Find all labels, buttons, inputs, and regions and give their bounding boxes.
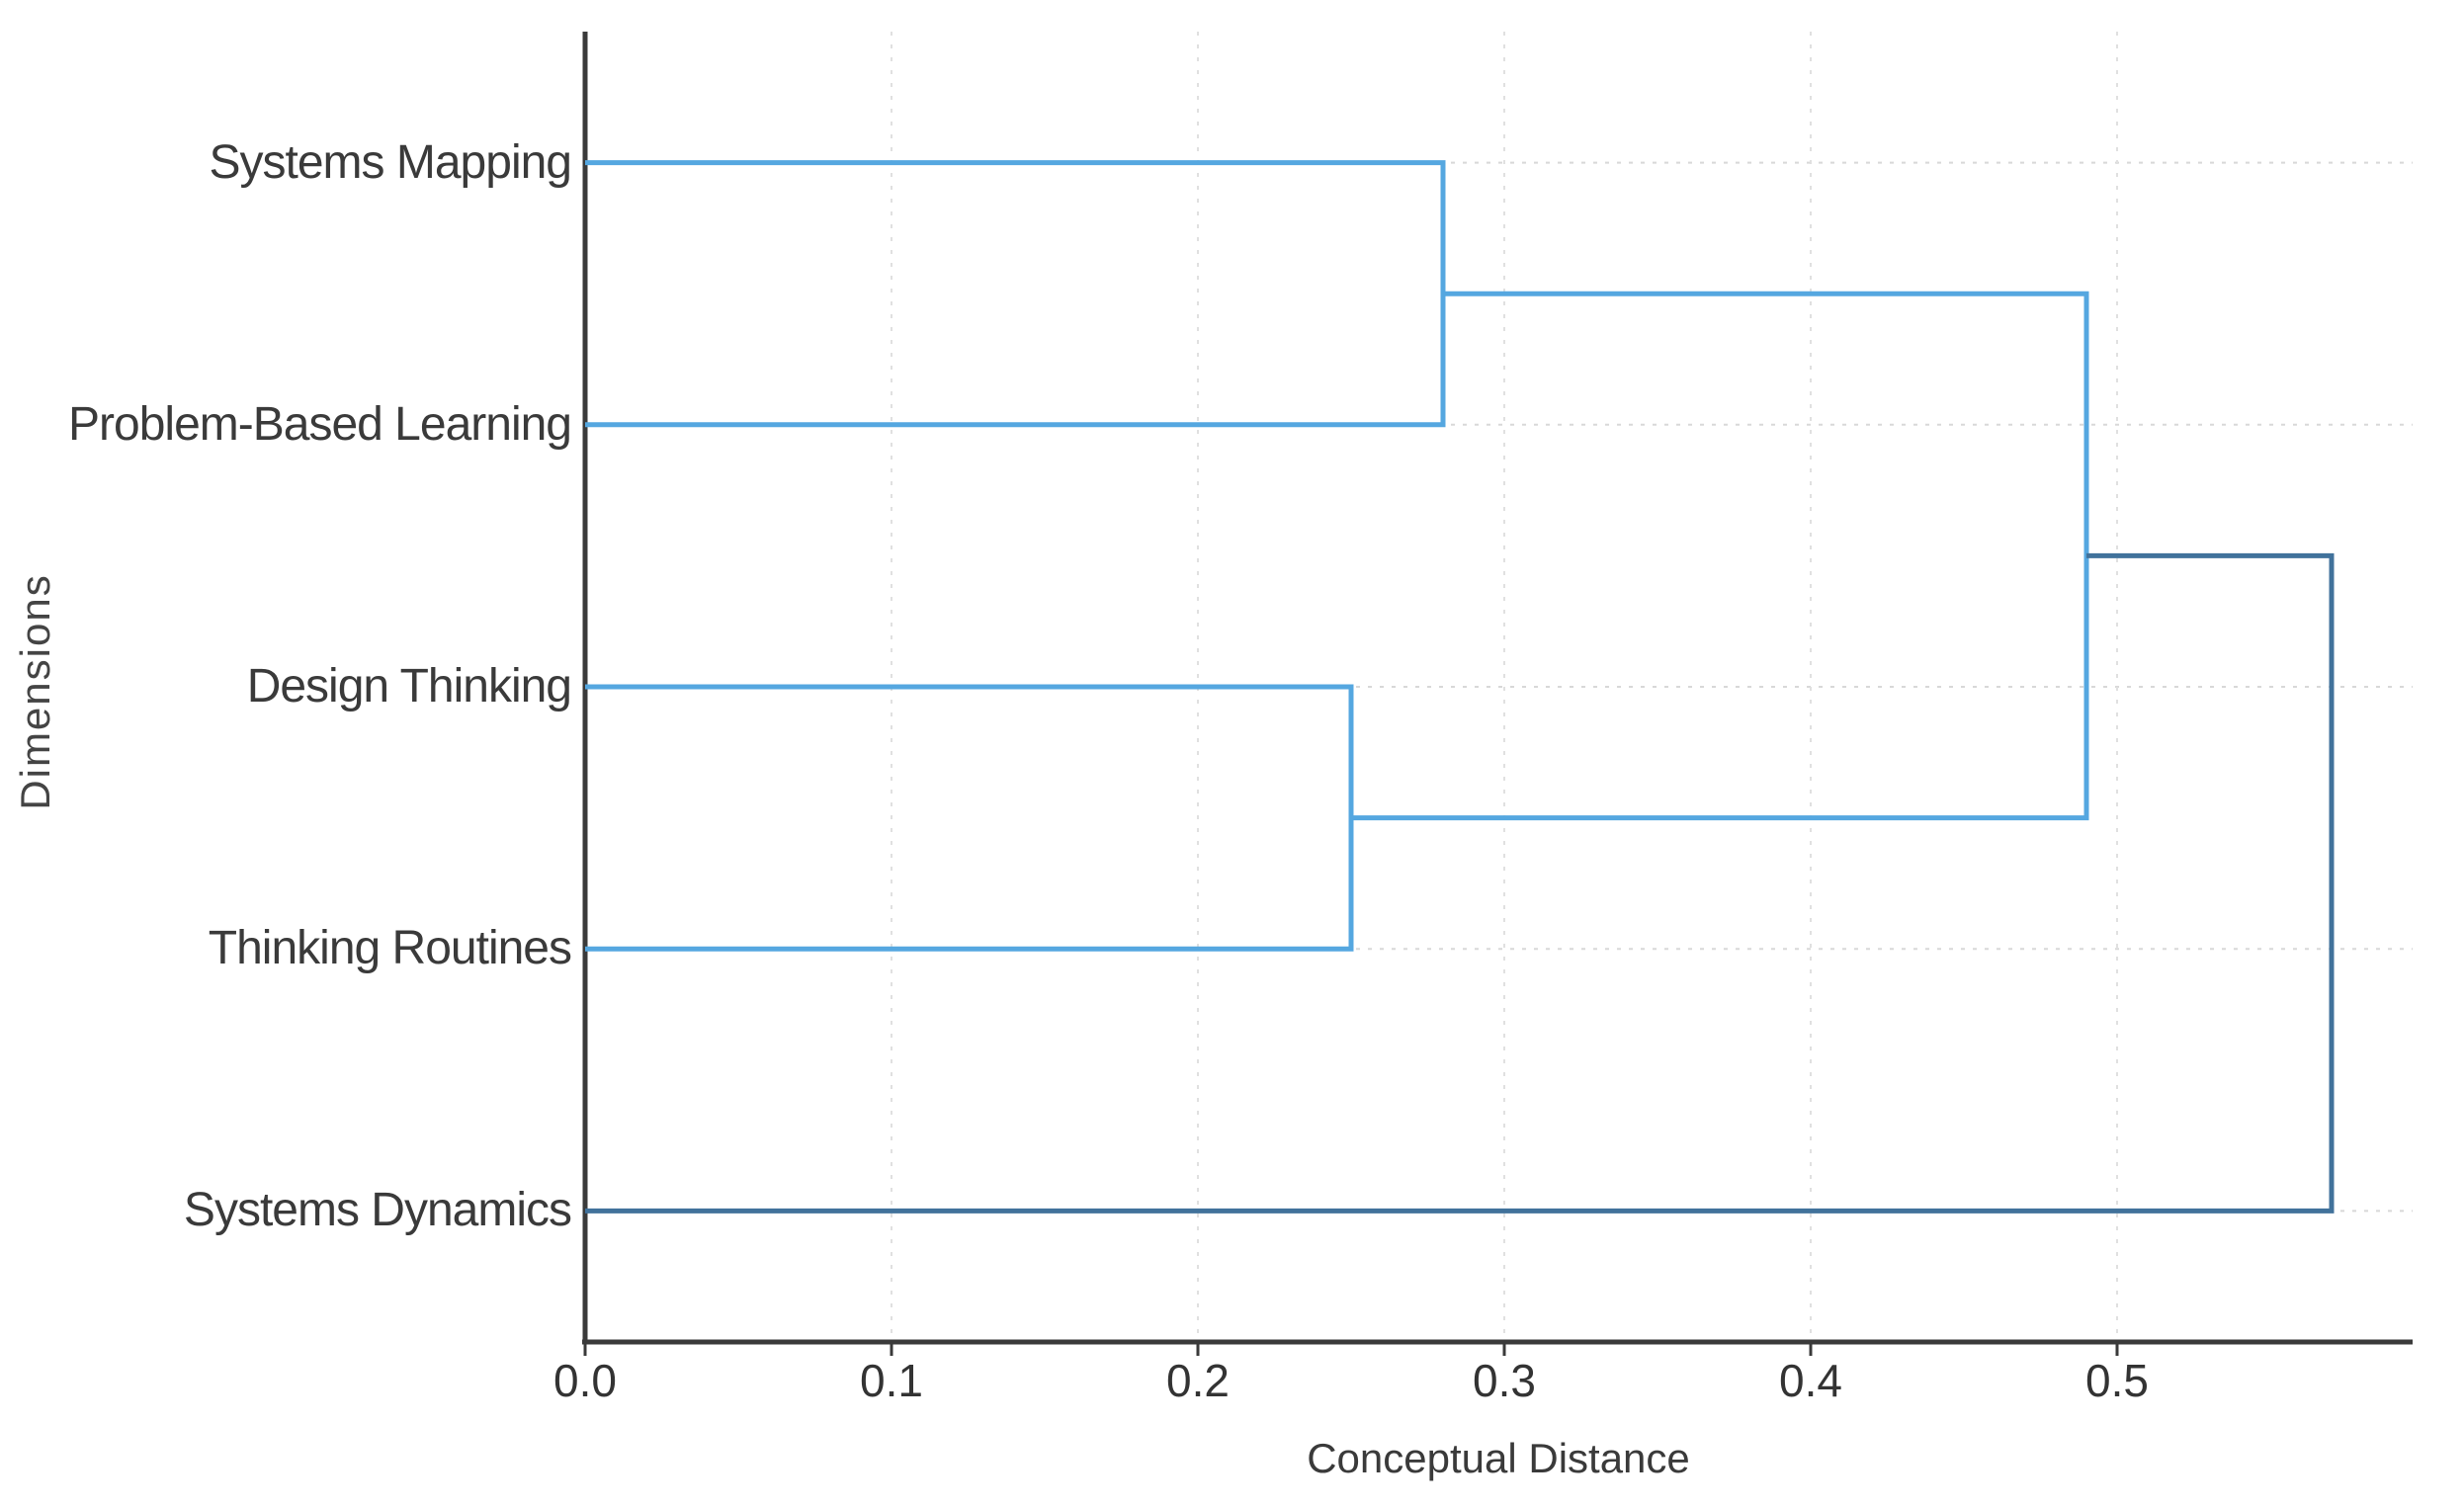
dendrogram-link bbox=[1351, 291, 2089, 821]
leaf-label-design-thinking: Design Thinking bbox=[246, 660, 572, 712]
x-tick-label-0-5: 0.5 bbox=[2085, 1355, 2149, 1406]
x-tick-label-0-0: 0.0 bbox=[553, 1355, 617, 1406]
x-tick-label-0-3: 0.3 bbox=[1473, 1355, 1536, 1406]
x-axis-title: Conceptual Distance bbox=[1307, 1435, 1690, 1481]
dendrogram-link bbox=[585, 552, 2335, 1214]
dendrogram-link bbox=[585, 684, 1354, 952]
x-tick-label-0-2: 0.2 bbox=[1166, 1355, 1230, 1406]
leaf-label-problem-based-learning: Problem-Based Learning bbox=[68, 397, 572, 451]
leaf-label-thinking-routines: Thinking Routines bbox=[208, 922, 572, 975]
x-tick-label-0-1: 0.1 bbox=[860, 1355, 923, 1406]
x-tick-label-0-4: 0.4 bbox=[1779, 1355, 1842, 1406]
dendrogram-link bbox=[585, 160, 1446, 428]
y-axis-title: Dimensions bbox=[12, 573, 58, 810]
leaf-label-systems-dynamics: Systems Dynamics bbox=[183, 1184, 572, 1237]
leaf-label-systems-mapping: Systems Mapping bbox=[209, 135, 572, 189]
